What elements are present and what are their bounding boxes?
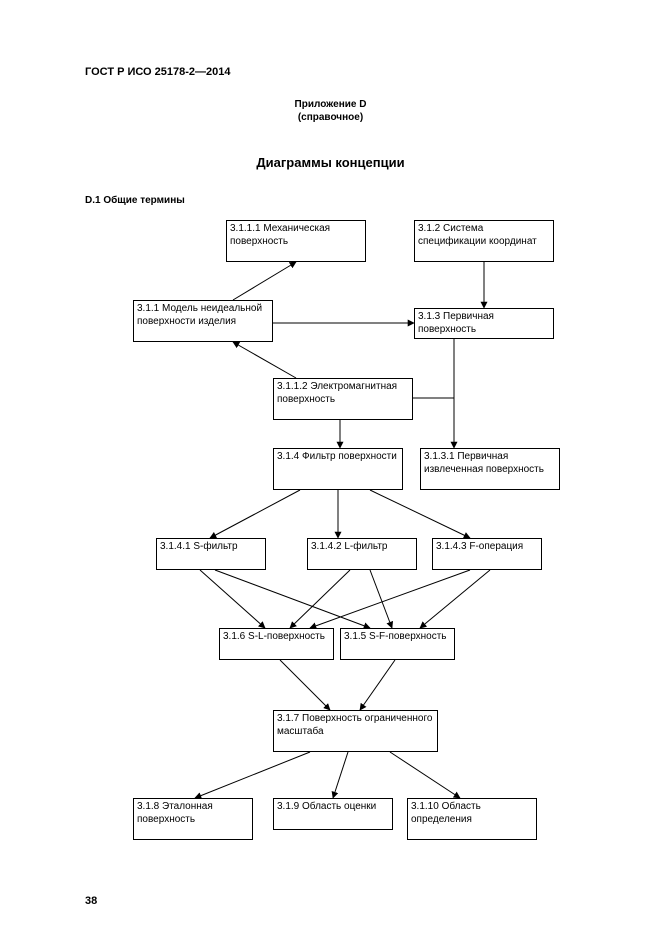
document-header: ГОСТ Р ИСО 25178-2—2014 (85, 66, 231, 78)
node-3-1-1: 3.1.1 Модель неидеальной поверхности изд… (133, 300, 273, 342)
edge (390, 752, 460, 798)
node-3-1-2: 3.1.2 Система спецификации координат (414, 220, 554, 262)
edge (280, 660, 330, 710)
appendix-caption: Приложение D (справочное) (0, 98, 661, 124)
edge (233, 262, 296, 300)
edge (333, 752, 348, 798)
appendix-line1: Приложение D (295, 99, 367, 110)
node-3-1-3-1: 3.1.3.1 Первичная извлеченная поверхност… (420, 448, 560, 490)
node-3-1-9: 3.1.9 Область оценки (273, 798, 393, 830)
section-heading: D.1 Общие термины (85, 195, 185, 206)
node-3-1-7: 3.1.7 Поверхность ограниченного масштаба (273, 710, 438, 752)
edge (370, 490, 470, 538)
edge (290, 570, 350, 628)
node-3-1-8: 3.1.8 Эталонная поверхность (133, 798, 253, 840)
edge (210, 490, 300, 538)
edge (420, 570, 490, 628)
page: ГОСТ Р ИСО 25178-2—2014 Приложение D (сп… (0, 0, 661, 935)
edge (360, 660, 395, 710)
node-3-1-6: 3.1.6 S-L-поверхность (219, 628, 334, 660)
edge (370, 570, 392, 628)
node-3-1-1-2: 3.1.1.2 Электромагнитная поверхность (273, 378, 413, 420)
node-3-1-1-1: 3.1.1.1 Механическая поверхность (226, 220, 366, 262)
appendix-line2: (справочное) (298, 112, 363, 123)
node-3-1-4: 3.1.4 Фильтр поверхности (273, 448, 403, 490)
diagram-title: Диаграммы концепции (0, 155, 661, 170)
edge (310, 570, 470, 628)
node-3-1-4-1: 3.1.4.1 S-фильтр (156, 538, 266, 570)
node-3-1-3: 3.1.3 Первичная поверхность (414, 308, 554, 339)
node-3-1-4-2: 3.1.4.2 L-фильтр (307, 538, 417, 570)
node-3-1-4-3: 3.1.4.3 F-операция (432, 538, 542, 570)
edge (233, 342, 296, 378)
page-number: 38 (85, 895, 97, 907)
node-3-1-10: 3.1.10 Область определения (407, 798, 537, 840)
edge (215, 570, 370, 628)
edge (195, 752, 310, 798)
edge (200, 570, 265, 628)
node-3-1-5: 3.1.5 S-F-поверхность (340, 628, 455, 660)
